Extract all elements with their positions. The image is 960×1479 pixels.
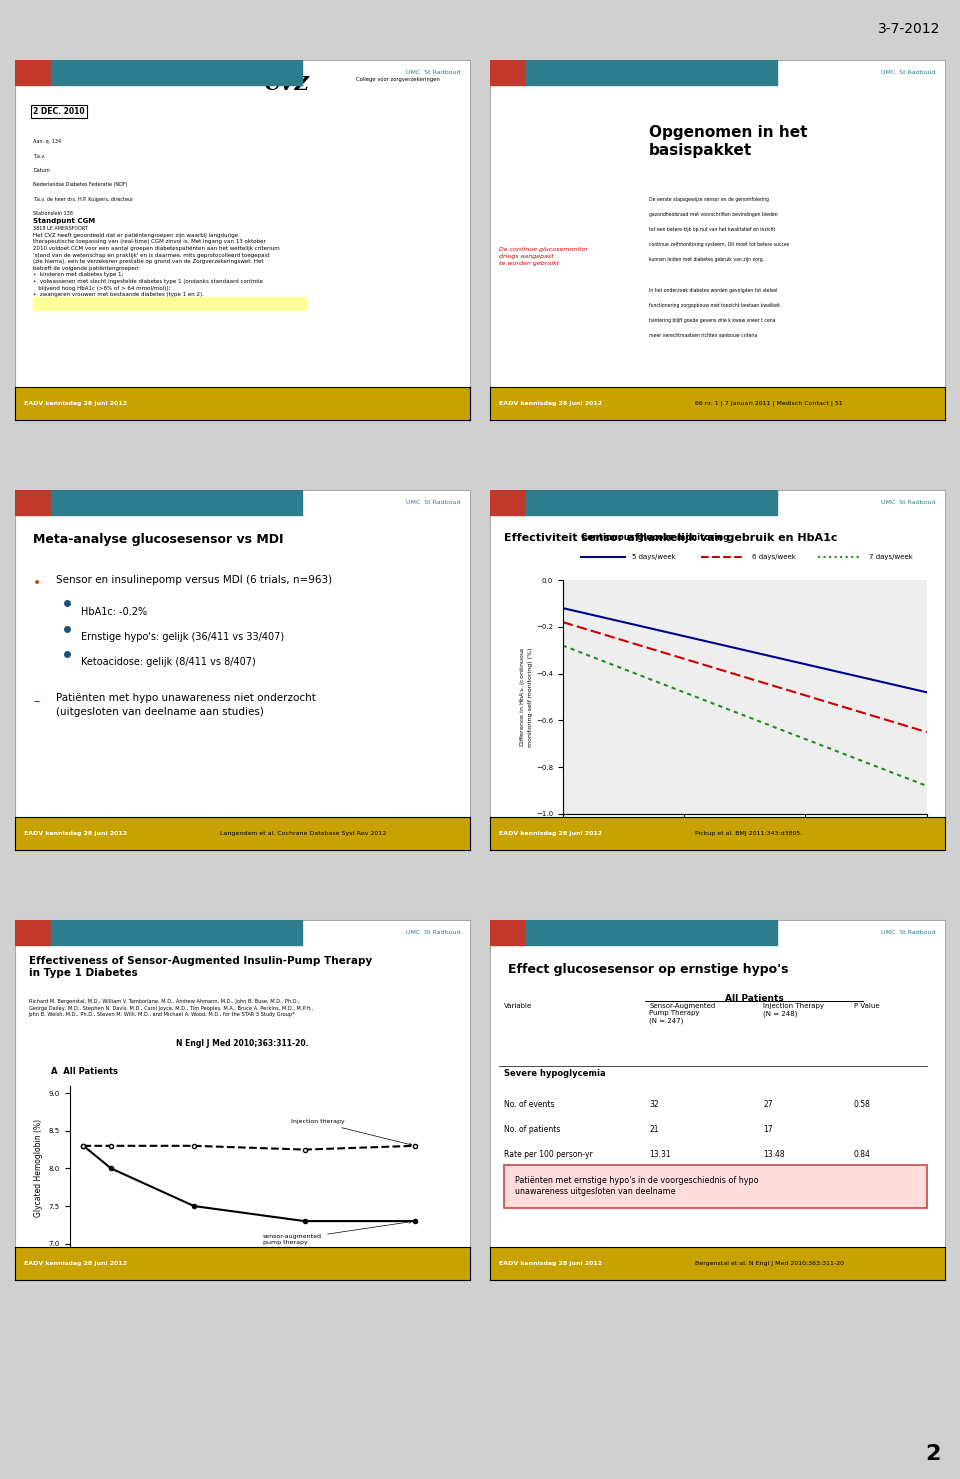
Text: Aan: q. 134: Aan: q. 134: [34, 139, 61, 143]
Y-axis label: Difference in HbA$_{1c}$ (continuous
monitoring-self monitoring) (%): Difference in HbA$_{1c}$ (continuous mon…: [518, 646, 533, 747]
Text: De eerste stapsgewijze sensor en de genomfolering: De eerste stapsgewijze sensor en de geno…: [649, 197, 769, 201]
Text: 66 nr. 1 | 7 Januari 2011 | Medisch Contact | 51: 66 nr. 1 | 7 Januari 2011 | Medisch Cont…: [695, 401, 843, 407]
Text: 17: 17: [763, 1126, 773, 1134]
Text: Ernstige hypo's: gelijk (36/411 vs 33/407): Ernstige hypo's: gelijk (36/411 vs 33/40…: [81, 632, 284, 642]
Text: In het onderzoek diabetes worden gevolgden tot stelsel: In het onderzoek diabetes worden gevolgd…: [649, 287, 778, 293]
Text: Standpunt CGM: Standpunt CGM: [34, 219, 95, 225]
Text: 0.84: 0.84: [854, 1151, 871, 1160]
Bar: [526, 490, 777, 515]
Text: EADV kennisdag 28 juni 2012: EADV kennisdag 28 juni 2012: [499, 1262, 602, 1266]
Text: UMC  St Radboud: UMC St Radboud: [881, 500, 936, 506]
Text: 6 days/week: 6 days/week: [752, 553, 796, 559]
Text: Meta-analyse glucosesensor vs MDI: Meta-analyse glucosesensor vs MDI: [34, 534, 284, 546]
Text: Pickup et al. BMJ 2011;343:d3805.: Pickup et al. BMJ 2011;343:d3805.: [695, 831, 802, 836]
Text: EADV kennisdag 28 juni 2012: EADV kennisdag 28 juni 2012: [499, 831, 602, 836]
Text: HbA1c: -0.2%: HbA1c: -0.2%: [81, 606, 147, 617]
Bar: [504, 1165, 926, 1208]
Text: 7 days/week: 7 days/week: [869, 553, 912, 559]
X-axis label: Month: Month: [243, 1272, 270, 1281]
Text: bron: www.cvz.nl: bron: www.cvz.nl: [265, 404, 325, 410]
Text: UMC  St Radboud: UMC St Radboud: [406, 70, 461, 75]
Text: Nederlandse Diabetes Federatie (NDF): Nederlandse Diabetes Federatie (NDF): [34, 182, 128, 188]
Text: 27: 27: [763, 1100, 773, 1109]
Text: functionering zorgopbouw met toezicht bestaan kwaliteit: functionering zorgopbouw met toezicht be…: [649, 303, 780, 308]
Text: tot een betere kijk op nut van het kwalitatief en inzicht: tot een betere kijk op nut van het kwali…: [649, 228, 776, 232]
X-axis label: Baseline HbA$_{1c}$(%)  : Baseline HbA$_{1c}$(%): [708, 833, 782, 845]
Bar: [526, 920, 777, 945]
Text: EADV kennisdag 28 juni 2012: EADV kennisdag 28 juni 2012: [24, 831, 128, 836]
Text: Datum: Datum: [34, 169, 50, 173]
Text: Richard M. Bergenstal, M.D., William V. Tamborlane, M.D., Andrew Ahmann, M.D., J: Richard M. Bergenstal, M.D., William V. …: [29, 1000, 313, 1018]
Text: A  All Patients: A All Patients: [51, 1066, 118, 1077]
Text: Variable: Variable: [504, 1003, 532, 1009]
Bar: [490, 61, 526, 86]
Bar: [52, 61, 301, 86]
Text: Het CVZ heeft geoordeeld dat er patiëntengroepen zijn waarbij langdurige
therape: Het CVZ heeft geoordeeld dat er patiënte…: [34, 232, 280, 297]
Text: No. of patients: No. of patients: [504, 1126, 560, 1134]
Text: 0.58: 0.58: [854, 1100, 871, 1109]
Text: N Engl J Med 2010;363:311-20.: N Engl J Med 2010;363:311-20.: [177, 1038, 309, 1047]
Text: kunnen leiden met diabetes gebruik van zijn zorg.: kunnen leiden met diabetes gebruik van z…: [649, 257, 764, 262]
Bar: [526, 61, 777, 86]
Bar: [490, 920, 526, 945]
Text: 32: 32: [649, 1100, 659, 1109]
Text: P Value: P Value: [854, 1003, 879, 1009]
Text: Langendam et al. Cochrane Database Syst Rev 2012: Langendam et al. Cochrane Database Syst …: [220, 831, 386, 836]
Bar: [52, 920, 301, 945]
Text: 3-7-2012: 3-7-2012: [878, 22, 941, 35]
Text: All Patients: All Patients: [725, 994, 783, 1003]
Text: College voor zorgverzekeringen: College voor zorgverzekeringen: [356, 77, 440, 83]
Text: UMC  St Radboud: UMC St Radboud: [881, 70, 936, 75]
Text: Patiënten met hypo unawareness niet onderzocht
(uitgesloten van deelname aan stu: Patiënten met hypo unawareness niet onde…: [56, 694, 316, 717]
Text: T.a.v.: T.a.v.: [34, 154, 45, 158]
Bar: [15, 61, 52, 86]
Text: 2 DEC. 2010: 2 DEC. 2010: [34, 106, 84, 115]
Text: UMC  St Radboud: UMC St Radboud: [406, 500, 461, 506]
Text: Injection Therapy
(N = 248): Injection Therapy (N = 248): [763, 1003, 824, 1016]
Text: Effectiveness of Sensor-Augmented Insulin-Pump Therapy
in Type 1 Diabetes: Effectiveness of Sensor-Augmented Insuli…: [29, 955, 372, 979]
Text: Sensor-Augmented
Pump Therapy
(N = 247): Sensor-Augmented Pump Therapy (N = 247): [649, 1003, 715, 1025]
Bar: [490, 490, 526, 515]
Text: 21: 21: [649, 1126, 659, 1134]
Text: EADV kennisdag 28 juni 2012: EADV kennisdag 28 juni 2012: [24, 1262, 128, 1266]
Text: CVZ: CVZ: [265, 77, 310, 95]
Bar: [15, 920, 52, 945]
Text: hantering blijft goede gevens drie k kwaw sneer t cena: hantering blijft goede gevens drie k kwa…: [649, 318, 776, 322]
Bar: [34, 297, 306, 311]
Text: Ketoacidose: gelijk (8/411 vs 8/407): Ketoacidose: gelijk (8/411 vs 8/407): [81, 657, 255, 667]
Text: Rate per 100 person-yr: Rate per 100 person-yr: [504, 1151, 592, 1160]
Text: Sensor en insulinepomp versus MDI (6 trials, n=963): Sensor en insulinepomp versus MDI (6 tri…: [56, 575, 332, 584]
Text: 5 days/week: 5 days/week: [632, 553, 676, 559]
Bar: [15, 490, 52, 515]
Text: •: •: [34, 577, 41, 590]
Text: Effectiviteit sensor afhankelijk van gebruik en HbA1c: Effectiviteit sensor afhankelijk van geb…: [504, 534, 837, 543]
Text: gezondheidsraad met voorschriften bevindingen bieden: gezondheidsraad met voorschriften bevind…: [649, 211, 778, 217]
Text: sensor-augmented
pump therapy: sensor-augmented pump therapy: [263, 1220, 412, 1245]
Text: No. of events: No. of events: [504, 1100, 554, 1109]
Text: Bergenstal et al. N Engl J Med 2010;363:311-20: Bergenstal et al. N Engl J Med 2010;363:…: [695, 1262, 844, 1266]
Text: 13.48: 13.48: [763, 1151, 784, 1160]
Text: 3818 LE AMERSFOORT: 3818 LE AMERSFOORT: [34, 226, 88, 231]
Text: Opgenomen in het
basispakket: Opgenomen in het basispakket: [649, 124, 807, 158]
Text: Severe hypoglycemia: Severe hypoglycemia: [504, 1069, 605, 1078]
Text: De continue glucosemonitor
driegs aangepast
te worden gebruikt: De continue glucosemonitor driegs aangep…: [499, 247, 588, 266]
Text: Continuous glucose monitoring: Continuous glucose monitoring: [581, 534, 730, 543]
Bar: [52, 490, 301, 515]
Text: Injection therapy: Injection therapy: [291, 1120, 412, 1146]
Text: continue zelfmonitoring systeem. Dit moet tot betere succes: continue zelfmonitoring systeem. Dit moe…: [649, 243, 789, 247]
Text: meer verechtmaatsen richten aanbouw criteria: meer verechtmaatsen richten aanbouw crit…: [649, 333, 757, 337]
Text: UMC  St Radboud: UMC St Radboud: [406, 930, 461, 935]
Text: 13.31: 13.31: [649, 1151, 671, 1160]
Text: EADV kennisdag 28 juni 2012: EADV kennisdag 28 juni 2012: [24, 401, 128, 407]
Y-axis label: Glycated Hemoglobin (%): Glycated Hemoglobin (%): [34, 1120, 43, 1217]
Text: Patiënten met ernstige hypo's in de voorgeschiednis of hypo
unawareness uitgeslo: Patiënten met ernstige hypo's in de voor…: [515, 1176, 758, 1197]
Text: Stationslein 138: Stationslein 138: [34, 211, 73, 216]
Text: Effect glucosesensor op ernstige hypo's: Effect glucosesensor op ernstige hypo's: [508, 963, 789, 976]
Text: UMC  St Radboud: UMC St Radboud: [881, 930, 936, 935]
Text: –: –: [34, 695, 39, 708]
Text: 2: 2: [925, 1444, 941, 1464]
Text: T.a.v. de heer drs. H.P. Kuijpers, directeur: T.a.v. de heer drs. H.P. Kuijpers, direc…: [34, 197, 133, 201]
Text: EADV kennisdag 28 juni 2012: EADV kennisdag 28 juni 2012: [499, 401, 602, 407]
